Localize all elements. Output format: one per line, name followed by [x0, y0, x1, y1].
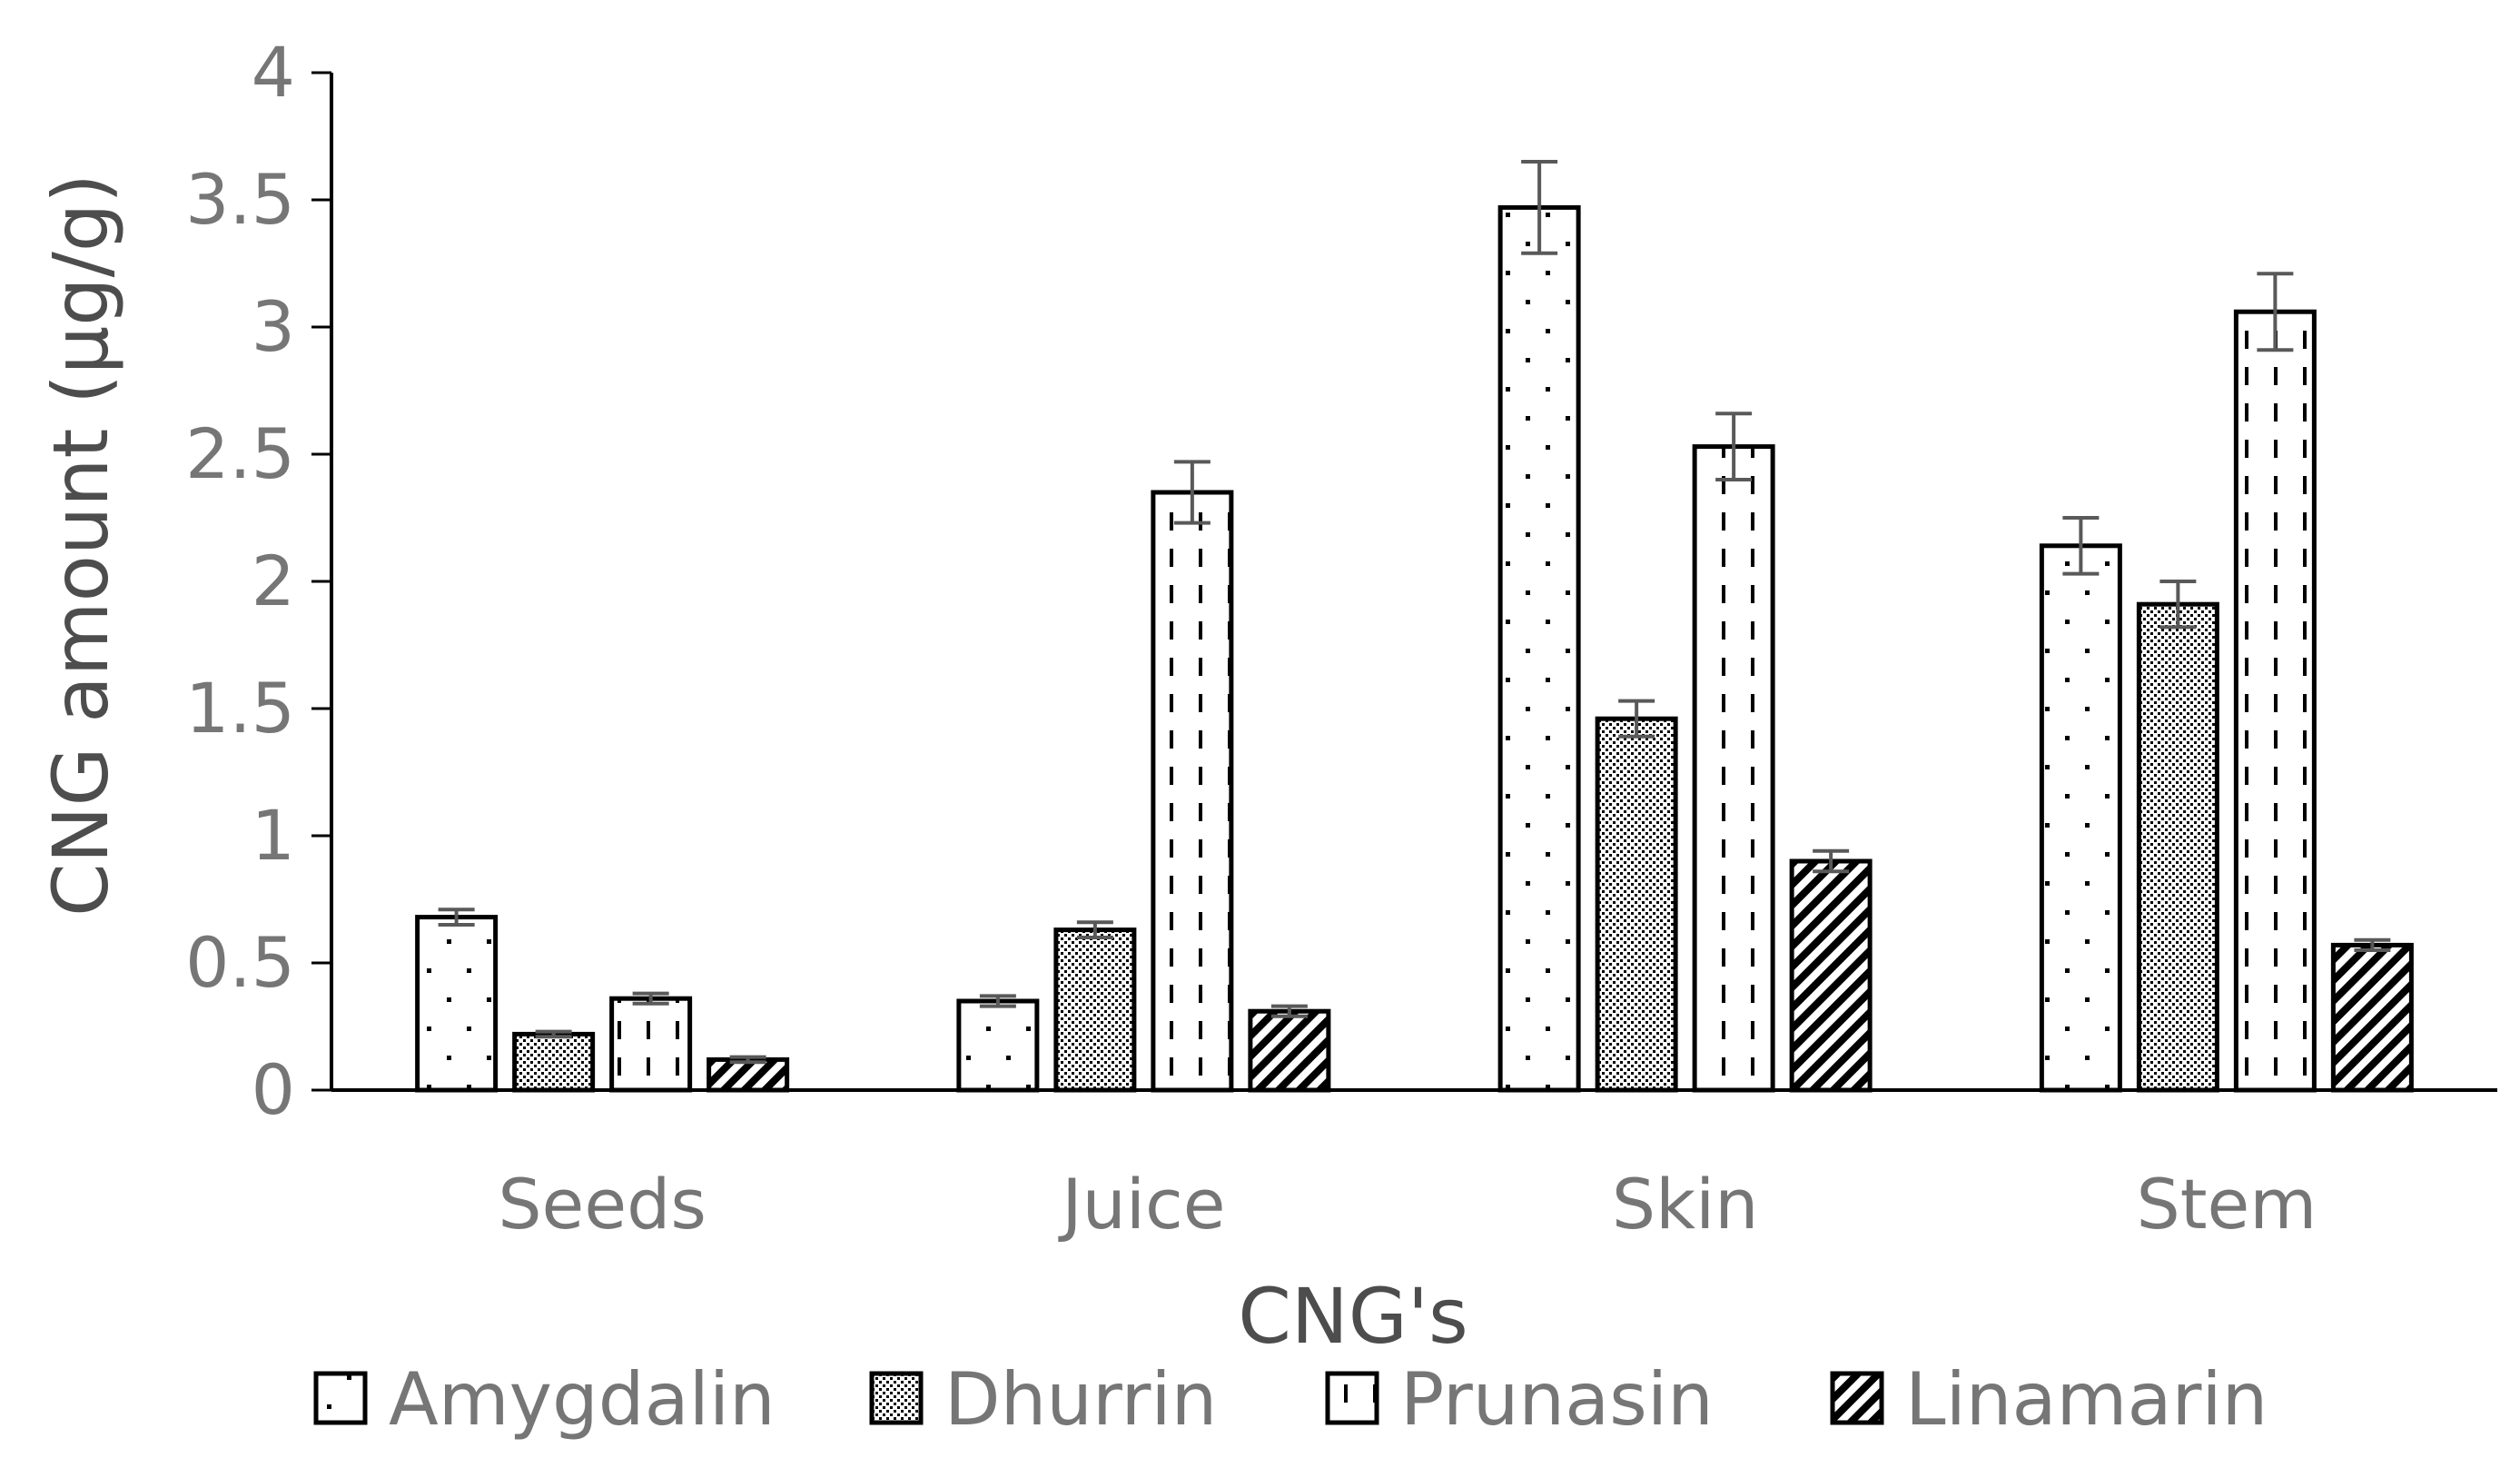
bar-prunasin-seeds: [609, 996, 693, 1093]
legend-item-linamarin: Linamarin: [1830, 1357, 2268, 1442]
y-tick-label: 3: [252, 286, 295, 367]
error-bar: [1270, 1004, 1308, 1018]
error-bar: [1521, 160, 1558, 255]
y-tick-label: 0: [252, 1049, 295, 1130]
y-tick-label: 3.5: [185, 159, 295, 240]
legend-item-amygdalin: Amygdalin: [313, 1357, 776, 1442]
x-axis-title: CNG's: [1238, 1272, 1468, 1361]
axes: [330, 73, 2497, 1092]
legend-swatch: [869, 1371, 924, 1425]
bar-dhurrin-juice: [1053, 927, 1137, 1093]
error-bar: [2354, 937, 2391, 952]
bar-amygdalin-stem: [2039, 543, 2122, 1093]
error-bar: [1076, 920, 1113, 939]
bar-amygdalin-seeds: [415, 915, 499, 1093]
error-bar: [1715, 412, 1753, 481]
legend: Amygdalin Dhurrin Prunasin Linamarin: [313, 1357, 2268, 1442]
bar-prunasin-stem: [2233, 309, 2317, 1093]
bar-dhurrin-seeds: [512, 1031, 596, 1093]
legend-item-prunasin: Prunasin: [1325, 1357, 1714, 1442]
bar-prunasin-skin: [1692, 444, 1775, 1093]
legend-label: Linamarin: [1905, 1357, 2268, 1442]
error-bar: [438, 908, 475, 927]
y-axis-title: CNG amount (µg/g): [36, 174, 125, 917]
y-tick-label: 2.5: [185, 413, 295, 494]
bar-linamarin-skin: [1789, 858, 1873, 1093]
error-bar: [2159, 580, 2197, 630]
y-axis-ticks: 0 0.5 1 1.5 2 2.5 3 3.5 4: [185, 32, 331, 1130]
error-bar: [1618, 699, 1655, 739]
x-tick-label: Juice: [1058, 1164, 1225, 1245]
x-tick-label: Stem: [2136, 1164, 2317, 1245]
error-bar: [1813, 848, 1850, 874]
bar-linamarin-stem: [2330, 942, 2414, 1093]
x-tick-label: Seeds: [498, 1164, 707, 1245]
y-tick-label: 1.5: [185, 668, 295, 749]
bars: [415, 160, 2414, 1093]
error-bar: [979, 994, 1016, 1008]
legend-item-dhurrin: Dhurrin: [869, 1357, 1217, 1442]
legend-swatch: [1325, 1371, 1379, 1425]
bar-linamarin-seeds: [707, 1056, 790, 1093]
error-bar: [2257, 272, 2294, 352]
error-bar: [1173, 460, 1211, 525]
legend-swatch: [1830, 1371, 1884, 1425]
bar-amygdalin-skin: [1497, 204, 1581, 1093]
error-bar: [632, 991, 669, 1006]
error-bar: [2062, 516, 2100, 576]
y-tick-label: 2: [252, 541, 295, 621]
y-tick-label: 4: [252, 32, 295, 113]
bar-amygdalin-juice: [956, 998, 1040, 1093]
error-bar: [535, 1029, 572, 1039]
bar-dhurrin-stem: [2136, 601, 2219, 1093]
legend-label: Amygdalin: [389, 1357, 776, 1442]
bar-prunasin-juice: [1151, 490, 1234, 1093]
x-axis-ticks: Seeds Juice Skin Stem: [498, 1164, 2317, 1245]
legend-label: Dhurrin: [944, 1357, 1217, 1442]
y-tick-label: 1: [252, 795, 295, 876]
x-tick-label: Skin: [1612, 1164, 1759, 1245]
bar-dhurrin-skin: [1595, 716, 1678, 1093]
legend-swatch: [313, 1371, 368, 1425]
error-bar: [729, 1055, 766, 1065]
y-tick-label: 0.5: [185, 922, 295, 1003]
bar-linamarin-juice: [1248, 1008, 1331, 1093]
legend-label: Prunasin: [1400, 1357, 1714, 1442]
